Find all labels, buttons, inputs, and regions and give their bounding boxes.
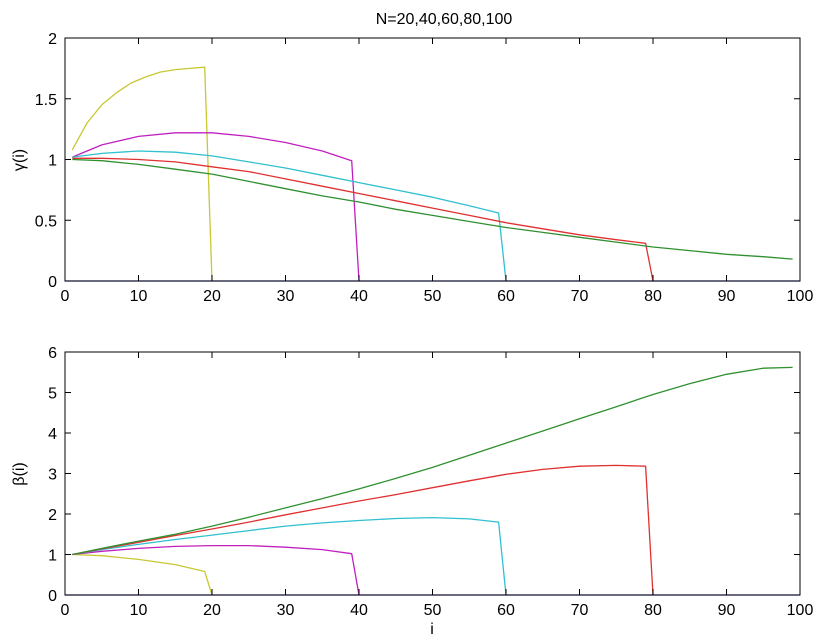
gamma-panel: 0 10 20 30 40 50 60 70 80 90 100 0 0.5 1 1.5 2 γ(i) [11,31,813,305]
beta-y-ticks: 0 1 2 3 4 5 6 [48,345,800,605]
gamma-y-ticks: 0 0.5 1 1.5 2 [35,31,800,291]
beta-series-line-2 [72,544,360,596]
beta-x-tick-label: 50 [424,602,442,619]
beta-y-tick-label: 5 [48,386,57,403]
beta-axes-frame [64,351,801,596]
gamma-y-tick-label: 2 [48,31,57,48]
beta-x-axis-label: i [430,621,434,638]
beta-x-tick-label: 40 [350,602,368,619]
beta-series-line-4 [72,464,654,596]
beta-y-tick-label: 4 [48,426,57,443]
beta-x-tick-label: 30 [277,602,295,619]
beta-x-tick-label: 60 [497,602,515,619]
beta-x-tick-label: 80 [644,602,662,619]
beta-y-tick-label: 0 [48,588,57,605]
gamma-y-tick-label: 1.5 [35,92,57,109]
beta-series-line-1 [72,553,213,596]
gamma-y-tick-label: 0.5 [35,213,57,230]
gamma-y-tick-label: 1 [48,153,57,170]
gamma-y-tick-label: 0 [48,274,57,291]
beta-x-tick-label: 10 [130,602,148,619]
beta-x-ticks: 0 10 20 30 40 50 60 70 80 90 100 [61,352,814,619]
beta-panel: 0 10 20 30 40 50 60 70 80 90 100 0 1 2 3 4 5 6 β(i) i [11,345,813,638]
gamma-x-ticks: 0 10 20 30 40 50 60 70 80 90 100 [61,38,814,305]
beta-y-tick-label: 1 [48,548,57,565]
beta-y-tick-label: 2 [48,507,57,524]
gamma-x-tick-label: 0 [61,288,70,305]
gamma-x-tick-label: 50 [424,288,442,305]
beta-series-line-5 [72,366,793,556]
gamma-x-tick-label: 70 [571,288,589,305]
beta-x-tick-label: 20 [203,602,221,619]
beta-x-tick-label: 0 [61,602,70,619]
gamma-x-tick-label: 30 [277,288,295,305]
gamma-series-line-4 [72,157,654,282]
gamma-x-tick-label: 10 [130,288,148,305]
beta-y-axis-label: β(i) [11,462,28,485]
gamma-series-line-5 [72,158,793,260]
gamma-y-axis-label: γ(i) [11,149,28,171]
beta-plot-marks [65,366,800,596]
gamma-x-tick-label: 60 [497,288,515,305]
beta-x-tick-label: 100 [787,602,814,619]
gamma-x-tick-label: 40 [350,288,368,305]
gamma-x-tick-label: 100 [787,288,814,305]
gamma-series-line-1 [71,66,213,282]
gamma-x-tick-label: 20 [203,288,221,305]
beta-y-tick-label: 3 [48,467,57,484]
gamma-series-line-2 [72,132,360,282]
gamma-x-tick-label: 80 [644,288,662,305]
gamma-series-line-3 [72,150,507,282]
gamma-axes-frame [64,37,801,282]
beta-y-tick-label: 6 [48,345,57,362]
beta-series-line-3 [72,516,507,596]
beta-x-tick-label: 90 [718,602,736,619]
gamma-plot-marks [65,66,800,282]
beta-x-tick-label: 70 [571,602,589,619]
gamma-x-tick-label: 90 [718,288,736,305]
figure-title: N=20,40,60,80,100 [376,11,513,28]
